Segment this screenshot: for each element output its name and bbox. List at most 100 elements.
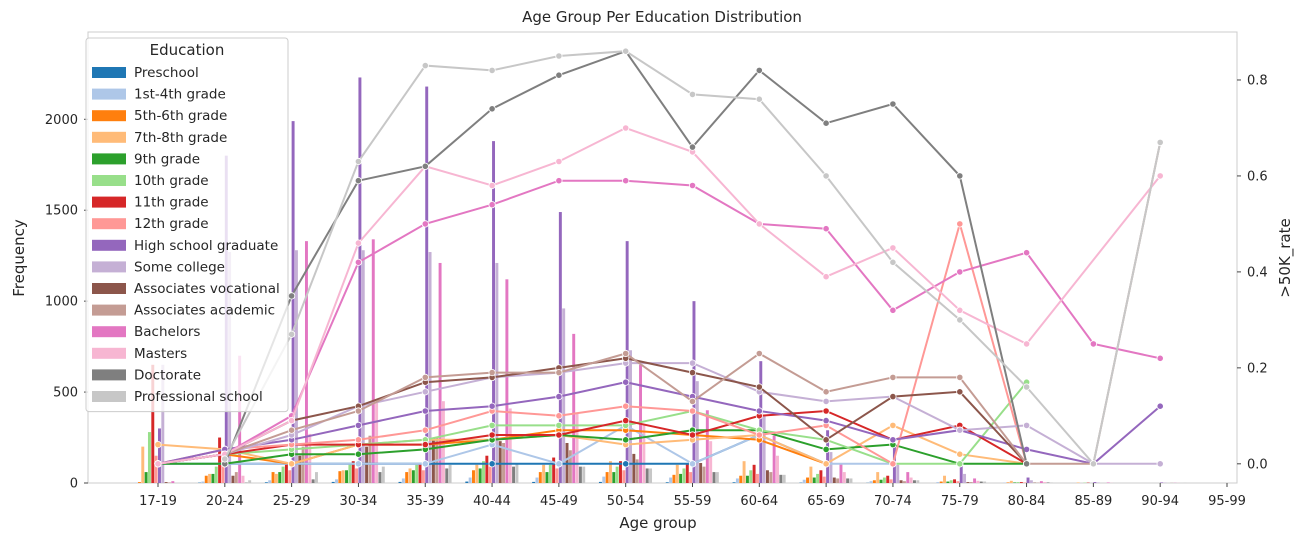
bar-1st-4th-grade-20-24 <box>201 481 205 483</box>
rate-point-professional-school-7 <box>688 90 697 99</box>
bar-1st-4th-grade-45-49 <box>535 477 539 483</box>
y2-tick-label-0.4: 0.4 <box>1247 265 1268 280</box>
bar-bachelors-30-34 <box>371 239 375 483</box>
rate-point-masters-3 <box>354 239 362 247</box>
rate-point-professional-school-4 <box>488 66 496 75</box>
rate-point-professional-school-6 <box>622 47 630 55</box>
bar-1st-4th-grade-50-54 <box>602 476 606 483</box>
rate-point-high-school-graduate-15 <box>1156 402 1164 410</box>
bar-5th-6th-grade-65-69 <box>806 477 810 483</box>
rate-point-high-school-graduate-3 <box>354 421 362 429</box>
bar-preschool-40-44 <box>465 481 469 483</box>
bar-7th-8th-grade-35-39 <box>408 468 412 483</box>
x-tick-label-30-34: 30-34 <box>340 494 378 509</box>
bar-bachelors-17-19 <box>171 481 175 483</box>
rate-point-1st-4th-grade-6 <box>555 460 563 468</box>
bar-masters-20-24 <box>241 475 245 483</box>
bar-9th-grade-30-34 <box>345 470 349 483</box>
axes-layer: 17-19 20-24 25-29 30-34 35-39 40-44 45-49 50-54… <box>45 73 1268 509</box>
legend-swatch-high-school-graduate <box>92 239 126 251</box>
bar-masters-80-84 <box>1043 482 1047 483</box>
y-tick-label-2000: 2000 <box>45 113 78 128</box>
bar-7th-8th-grade-20-24 <box>208 473 212 483</box>
bar-11th-grade-17-19 <box>151 364 155 483</box>
y2-axis-title: >50K_rate <box>1276 218 1295 297</box>
bar-some-college-50-54 <box>629 350 632 483</box>
bar-11th-grade-65-69 <box>819 470 823 483</box>
bar-masters-50-54 <box>642 424 646 483</box>
bar-some-college-35-39 <box>428 252 432 483</box>
rate-point-associates-academic-11 <box>889 373 897 381</box>
bar-10th-grade-30-34 <box>348 463 352 483</box>
bar-some-college-70-74 <box>896 464 900 483</box>
bar-12th-grade-45-49 <box>555 468 559 483</box>
legend-label-some-college: Some college <box>134 259 225 275</box>
bar-12th-grade-60-64 <box>755 473 759 483</box>
bar-high-school-graduate-90-94 <box>1160 482 1164 483</box>
bar-11th-grade-50-54 <box>619 461 622 483</box>
rate-point-11th-grade-6 <box>555 431 563 439</box>
bar-high-school-graduate-55-59 <box>692 301 696 483</box>
bar-associates-academic-70-74 <box>902 481 906 483</box>
x-tick-label-85-89: 85-89 <box>1074 494 1112 509</box>
rate-point-associates-academic-7 <box>622 349 630 358</box>
y-tick-label-500: 500 <box>53 386 78 401</box>
bar-high-school-graduate-60-64 <box>759 361 763 483</box>
bar-doctorate-60-64 <box>779 474 783 483</box>
bar-10th-grade-70-74 <box>882 477 886 483</box>
legend-title: Education <box>150 41 225 59</box>
y-tick-label-1000: 1000 <box>45 295 78 310</box>
rate-point-some-college-10 <box>822 397 830 405</box>
bar-11th-grade-55-59 <box>685 463 689 483</box>
bar-bachelors-45-49 <box>572 333 576 483</box>
bar-professional-school-80-84 <box>1049 482 1053 483</box>
rate-point-doctorate-11 <box>956 172 964 180</box>
bar-professional-school-40-44 <box>515 463 519 483</box>
bar-10th-grade-35-39 <box>415 464 419 483</box>
rate-point-professional-school-0 <box>221 455 229 463</box>
y2-tick-label-0.8: 0.8 <box>1247 73 1268 88</box>
bar-7th-8th-grade-17-19 <box>141 446 145 483</box>
bar-some-college-75-79 <box>963 473 967 483</box>
bar-11th-grade-75-79 <box>953 479 957 483</box>
bar-doctorate-70-74 <box>912 480 916 483</box>
bar-12th-grade-30-34 <box>355 468 359 483</box>
rate-point-associates-vocational-8 <box>688 368 697 377</box>
bar-preschool-25-29 <box>264 482 268 483</box>
bar-12th-grade-75-79 <box>956 481 960 483</box>
legend-label-professional-school: Professional school <box>134 389 263 405</box>
legend-label-doctorate: Doctorate <box>134 367 201 383</box>
bar-professional-school-70-74 <box>916 480 920 483</box>
bar-bachelors-70-74 <box>906 472 910 483</box>
x-tick-label-45-49: 45-49 <box>540 494 578 509</box>
bar-professional-school-30-34 <box>381 466 385 483</box>
bar-doctorate-40-44 <box>512 466 516 483</box>
bar-1st-4th-grade-60-64 <box>735 478 739 483</box>
rate-point-professional-school-3 <box>421 61 429 70</box>
bar-12th-grade-65-69 <box>822 476 826 483</box>
rate-point-masters-9 <box>755 220 763 228</box>
rate-point-9th-grade-7 <box>622 436 630 444</box>
bar-associates-vocational-25-29 <box>298 455 302 483</box>
rate-point-professional-school-5 <box>555 52 563 60</box>
bar-5th-6th-grade-17-19 <box>137 482 141 483</box>
bar-high-school-graduate-30-34 <box>358 77 362 484</box>
bar-1st-4th-grade-75-79 <box>936 482 940 483</box>
rate-point-bachelors-15 <box>1156 354 1164 362</box>
rate-point-11th-grade-7 <box>622 416 630 425</box>
bar-masters-65-69 <box>842 472 846 483</box>
bar-masters-60-64 <box>776 455 779 483</box>
rate-point-masters-13 <box>1022 340 1031 348</box>
rate-point-10th-grade-12 <box>956 460 964 468</box>
bar-high-school-graduate-75-79 <box>959 464 963 483</box>
bar-1st-4th-grade-65-69 <box>802 479 806 483</box>
bar-5th-6th-grade-45-49 <box>538 472 542 483</box>
rate-point-high-school-graduate-5 <box>488 402 496 410</box>
bar-11th-grade-30-34 <box>351 461 355 483</box>
legend-box <box>85 37 289 413</box>
y2-tick-label-0.6: 0.6 <box>1247 169 1268 184</box>
bar-10th-grade-60-64 <box>749 470 753 483</box>
rate-line-10th-grade <box>157 381 1028 465</box>
x-tick-label-55-59: 55-59 <box>674 494 712 509</box>
bar-bachelors-75-79 <box>973 478 977 483</box>
